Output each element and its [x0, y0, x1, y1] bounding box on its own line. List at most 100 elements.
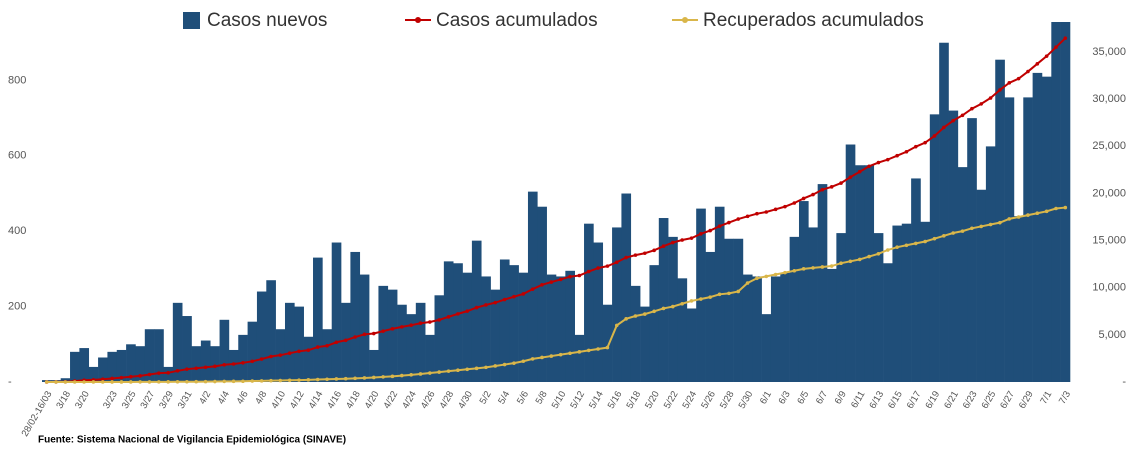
- line-point: [605, 264, 610, 268]
- line-point: [465, 367, 470, 372]
- y2-tick-label: 10,000: [1092, 282, 1126, 294]
- line-point: [250, 379, 255, 383]
- line-point: [848, 175, 853, 179]
- line-point: [400, 325, 404, 329]
- x-tick-label: 5/10: [550, 389, 569, 411]
- x-tick-label: 4/10: [269, 389, 288, 411]
- line-point: [558, 277, 563, 282]
- line-point: [100, 380, 105, 384]
- bar: [387, 289, 398, 382]
- x-tick-label: 6/23: [961, 389, 980, 411]
- x-tick-label: 4/18: [344, 389, 363, 411]
- bar: [967, 118, 977, 382]
- legend-swatch: [682, 17, 688, 23]
- line-point: [512, 361, 516, 365]
- line-point: [493, 300, 498, 305]
- bar: [378, 285, 389, 382]
- bar: [1013, 216, 1024, 382]
- line-point: [1063, 205, 1068, 210]
- line-point: [100, 377, 105, 382]
- line-point: [371, 375, 376, 380]
- bar: [471, 240, 482, 382]
- line-point: [241, 361, 245, 365]
- line-point: [605, 345, 610, 350]
- bar: [761, 314, 772, 382]
- line-point: [689, 236, 694, 240]
- line-point: [269, 354, 273, 359]
- x-tick-label: 4/4: [216, 389, 232, 406]
- line-point: [138, 380, 142, 384]
- line-point: [839, 261, 843, 265]
- bar: [911, 178, 921, 382]
- bar: [621, 193, 632, 382]
- line-point: [661, 244, 666, 249]
- line-point: [194, 379, 198, 384]
- line-point: [951, 118, 955, 123]
- line-point: [577, 350, 582, 354]
- y2-tick-label: 15,000: [1092, 234, 1126, 246]
- line-point: [876, 160, 881, 165]
- line-point: [1016, 215, 1021, 219]
- x-tick-label: 5/6: [515, 389, 531, 406]
- line-point: [175, 380, 180, 384]
- x-tick-label: 4/6: [235, 389, 251, 406]
- line-point: [530, 287, 535, 291]
- y-tick-label: -: [8, 376, 12, 388]
- line-point: [353, 376, 357, 381]
- bar: [359, 274, 370, 382]
- line-point: [297, 378, 301, 382]
- bar: [266, 280, 276, 382]
- line-point: [745, 281, 750, 285]
- line-point: [708, 295, 712, 299]
- x-tick-label: 3/29: [157, 389, 176, 411]
- bar: [70, 351, 80, 382]
- line-point: [764, 274, 769, 279]
- x-tick-label: 3/18: [54, 389, 73, 411]
- bar: [434, 295, 445, 382]
- bar: [210, 346, 220, 382]
- line-point: [362, 376, 367, 380]
- bar: [116, 349, 127, 382]
- line-point: [885, 157, 890, 162]
- line-point: [839, 181, 843, 185]
- line-point: [942, 125, 946, 130]
- line-point: [783, 204, 787, 209]
- bar: [742, 274, 753, 382]
- x-tick-label: 4/20: [363, 389, 382, 411]
- line-point: [297, 349, 301, 354]
- line-point: [222, 362, 227, 367]
- bar: [537, 206, 547, 382]
- x-tick-label: 5/20: [643, 389, 662, 411]
- x-tick-label: 6/27: [998, 389, 1017, 411]
- line-point: [390, 327, 395, 331]
- line-point: [755, 276, 759, 281]
- line-point: [558, 352, 563, 357]
- x-tick-label: 4/14: [307, 389, 326, 411]
- line-point: [343, 376, 348, 381]
- line-point: [63, 380, 68, 384]
- line-point: [857, 257, 862, 262]
- line-point: [540, 282, 544, 287]
- bar: [1004, 97, 1015, 382]
- bar: [98, 357, 108, 382]
- line-point: [474, 305, 479, 310]
- line-point: [727, 220, 731, 225]
- line-point: [409, 323, 413, 327]
- line-point: [1026, 213, 1030, 217]
- line-point: [998, 88, 1002, 92]
- line-point: [951, 231, 955, 235]
- x-tick-label: 6/9: [833, 389, 849, 406]
- line-point: [493, 364, 498, 368]
- x-tick-label: 6/5: [795, 389, 811, 406]
- line-point: [614, 260, 619, 265]
- x-tick-label: 6/17: [905, 389, 924, 411]
- line-point: [362, 332, 367, 337]
- line-point: [652, 309, 656, 314]
- bar: [920, 221, 931, 382]
- line-point: [671, 304, 675, 309]
- x-tick-label: 6/1: [758, 389, 774, 406]
- line-point: [400, 373, 404, 378]
- x-tick-label: 6/15: [886, 389, 905, 411]
- x-tick-label: 3/20: [73, 389, 92, 411]
- line-point: [867, 254, 871, 259]
